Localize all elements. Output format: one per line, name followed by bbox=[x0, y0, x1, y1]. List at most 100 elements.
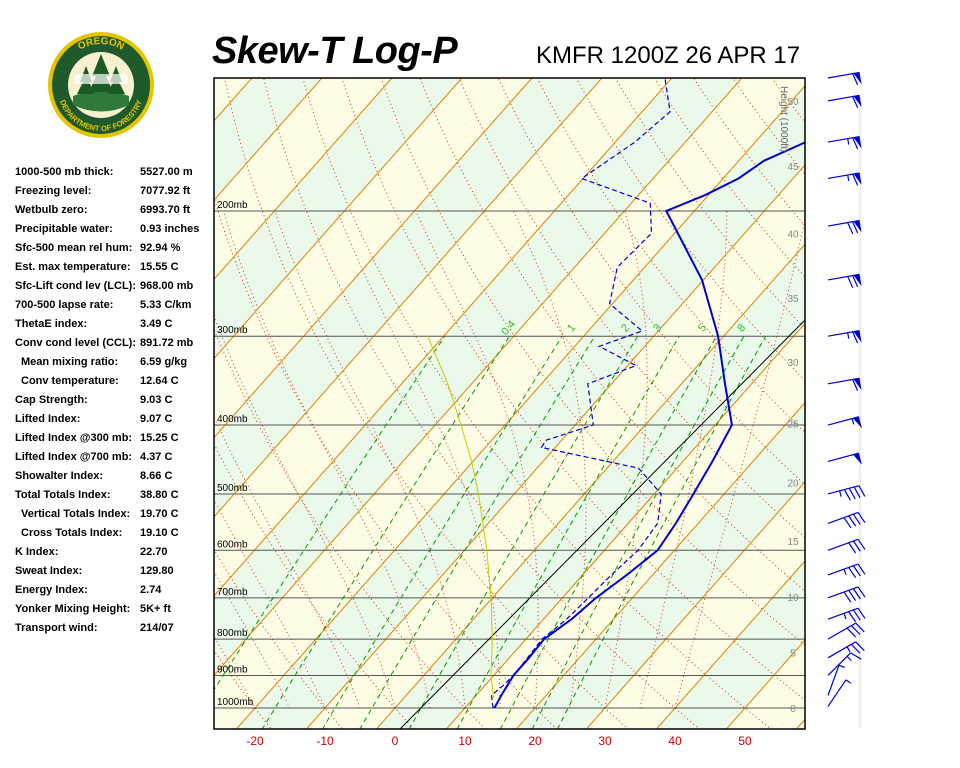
wind-barb bbox=[827, 679, 852, 707]
height-tick-label: 5 bbox=[790, 648, 796, 659]
wind-barb-pennant bbox=[853, 95, 862, 108]
wind-barb bbox=[827, 607, 866, 623]
wind-barb-shaft bbox=[827, 94, 860, 102]
index-value: 12.64 C bbox=[140, 375, 179, 387]
isotherm-line bbox=[655, 560, 805, 729]
mixing-ratio-line bbox=[499, 335, 718, 729]
wind-barb-flag bbox=[857, 538, 866, 550]
wind-barb-shaft bbox=[827, 586, 859, 599]
wind-barb-shaft bbox=[827, 71, 860, 79]
wind-barb-half-flag bbox=[843, 613, 847, 620]
wind-barb-half-flag bbox=[847, 138, 850, 145]
index-label: Conv temperature: bbox=[21, 375, 119, 387]
index-label: ThetaE index: bbox=[15, 318, 88, 330]
dry-adiabat bbox=[341, 78, 805, 701]
plot-frame bbox=[213, 77, 806, 730]
wind-barb-flag bbox=[848, 567, 857, 579]
index-value: 4.37 C bbox=[140, 451, 173, 463]
wind-barb-flag bbox=[857, 607, 866, 619]
parcel-path bbox=[427, 336, 494, 699]
wind-barb-flag bbox=[852, 379, 859, 392]
dry-adiabat bbox=[945, 53, 960, 737]
wind-barb bbox=[827, 377, 862, 392]
wind-barb-shaft bbox=[827, 416, 860, 426]
index-value: 38.80 C bbox=[140, 489, 179, 501]
x-tick-label: 10 bbox=[458, 734, 472, 748]
temperature-profile bbox=[493, 141, 805, 709]
index-label: Lifted Index @300 mb: bbox=[15, 432, 133, 444]
wind-barb-shaft bbox=[827, 538, 859, 551]
wind-barb-flag bbox=[848, 487, 856, 500]
x-tick-label: 0 bbox=[392, 734, 399, 748]
isotherm-line bbox=[235, 85, 805, 729]
wind-barb-pennant bbox=[853, 274, 862, 287]
index-label: Sfc-500 mean rel hum: bbox=[15, 242, 133, 254]
index-label: 700-500 lapse rate: bbox=[15, 299, 114, 311]
wind-barb-flag bbox=[850, 652, 862, 660]
index-value: 22.70 bbox=[140, 546, 168, 558]
index-value: 15.55 C bbox=[140, 261, 179, 273]
wind-barb bbox=[827, 664, 845, 696]
dry-adiabat bbox=[869, 53, 960, 737]
pressure-label: 300mb bbox=[217, 325, 248, 336]
mixing-ratio-line bbox=[408, 335, 639, 729]
index-value: 0.93 inches bbox=[140, 223, 200, 235]
moist-adiabat bbox=[415, 210, 539, 709]
wind-barb bbox=[827, 652, 862, 676]
wind-barb-half-flag bbox=[845, 679, 852, 684]
wind-barb-flag bbox=[855, 641, 865, 652]
x-tick-label: 50 bbox=[738, 734, 752, 748]
wind-barb bbox=[827, 330, 862, 344]
svg-text:OREGON: OREGON bbox=[76, 36, 125, 53]
mixing-ratio-line bbox=[456, 335, 680, 729]
dry-adiabat bbox=[831, 53, 960, 737]
index-value: 5K+ ft bbox=[140, 603, 171, 615]
wind-barb-flag bbox=[852, 173, 859, 186]
x-tick-label: 40 bbox=[668, 734, 682, 748]
dry-adiabat bbox=[214, 328, 487, 729]
index-value: 5.33 C/km bbox=[140, 299, 192, 311]
pressure-label: 400mb bbox=[217, 414, 248, 425]
station-time: KMFR 1200Z 26 APR 17 bbox=[536, 42, 801, 69]
index-label: Yonker Mixing Height: bbox=[15, 603, 131, 615]
isotherm-line bbox=[445, 322, 805, 729]
dry-adiabat bbox=[793, 53, 960, 737]
pressure-label: 600mb bbox=[217, 539, 248, 550]
wind-barb-flag bbox=[848, 589, 857, 601]
wind-barb-flag bbox=[852, 331, 859, 344]
wind-barb-shaft bbox=[827, 219, 860, 227]
index-label: Conv cond level (CCL): bbox=[15, 337, 137, 349]
wind-barb-flag bbox=[855, 622, 865, 633]
x-tick-label: -20 bbox=[246, 734, 264, 748]
wind-barb-pennant bbox=[853, 453, 863, 465]
temperature-band bbox=[214, 78, 805, 729]
index-label: Sweat Index: bbox=[15, 565, 83, 577]
wind-barb-half-flag bbox=[847, 174, 850, 182]
isotherm-line bbox=[214, 78, 743, 676]
wind-barb-flag bbox=[848, 542, 857, 554]
plot-layer bbox=[0, 26, 960, 737]
index-value: 92.94 % bbox=[140, 242, 181, 254]
wind-barb-half-flag bbox=[851, 418, 855, 425]
wind-barb-shaft bbox=[827, 607, 859, 620]
index-label: Lifted Index: bbox=[15, 413, 81, 425]
isotherm-line bbox=[214, 78, 603, 518]
wind-barb-flag bbox=[852, 73, 859, 86]
wind-barb-flag bbox=[857, 512, 866, 524]
dry-adiabat bbox=[0, 53, 134, 737]
wind-barb bbox=[827, 511, 866, 529]
wind-barb-flag bbox=[852, 137, 859, 150]
wind-barb-half-flag bbox=[847, 332, 850, 339]
wind-barb bbox=[827, 563, 866, 579]
wind-barb bbox=[827, 416, 863, 429]
isotherm-line bbox=[214, 78, 323, 201]
wind-barb-flag bbox=[850, 625, 861, 635]
wind-barb-flag bbox=[848, 611, 857, 623]
pressure-label: 1000mb bbox=[217, 697, 254, 708]
isotherm-line bbox=[0, 26, 158, 737]
index-label: Energy Index: bbox=[15, 584, 88, 596]
wind-barb-half-flag bbox=[843, 568, 847, 576]
index-label: Precipitable water: bbox=[15, 223, 113, 235]
index-label: Cross Totals Index: bbox=[21, 527, 123, 539]
wind-barb-shaft bbox=[827, 273, 860, 281]
